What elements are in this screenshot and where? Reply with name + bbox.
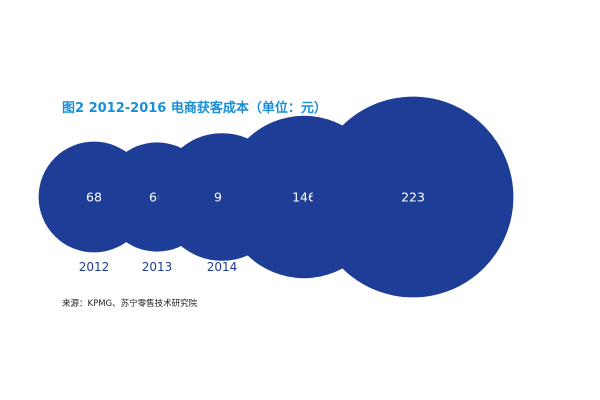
chart-title: 图2 2012-2016 电商获客成本（单位：元） bbox=[62, 101, 327, 116]
bubble-value-label: 223 bbox=[401, 190, 425, 205]
source-note: 来源：KPMG、苏宁零售技术研究院 bbox=[62, 299, 198, 309]
year-label: 2013 bbox=[142, 260, 173, 274]
year-label: 2016 bbox=[398, 260, 429, 274]
bubble-value-label: 146 bbox=[292, 190, 316, 205]
bubble-value-label: 68 bbox=[86, 190, 102, 205]
year-label: 2012 bbox=[79, 260, 110, 274]
bubble-2016 bbox=[312, 96, 514, 298]
year-label: 2014 bbox=[207, 260, 238, 274]
year-label: 2015 bbox=[289, 260, 320, 274]
